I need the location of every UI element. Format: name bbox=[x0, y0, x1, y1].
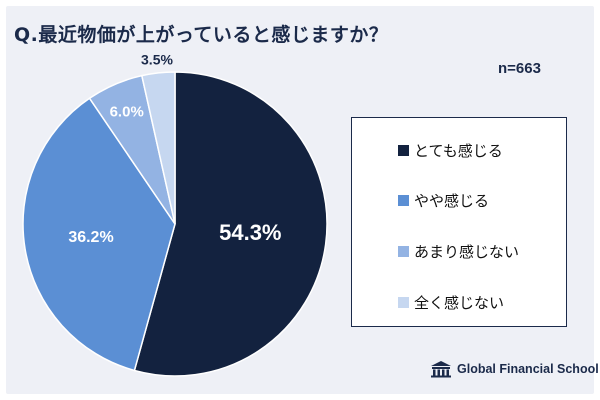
school-building-icon bbox=[431, 361, 451, 378]
pie-slice-2 bbox=[22, 97, 176, 372]
legend: とても感じる やや感じる あまり感じない 全く感じない bbox=[351, 117, 567, 327]
brand-logo: Global Financial School bbox=[430, 360, 599, 378]
legend-item-2: やや感じる bbox=[398, 190, 489, 211]
pie-slice-label-2: 36.2% bbox=[68, 229, 113, 246]
legend-swatch-3 bbox=[398, 246, 409, 257]
legend-label-4: 全く感じない bbox=[414, 294, 505, 312]
pie-slice-1 bbox=[133, 71, 328, 377]
legend-label-2: やや感じる bbox=[414, 192, 490, 210]
legend-label-3: あまり感じない bbox=[414, 243, 520, 261]
pie-slice-label-3: 6.0% bbox=[110, 103, 144, 120]
pie-slice-label-1: 54.3% bbox=[219, 220, 281, 245]
pie-slice-label-4: 3.5% bbox=[141, 52, 173, 68]
pie-slice-4 bbox=[140, 71, 176, 225]
legend-item-3: あまり感じない bbox=[398, 241, 519, 262]
legend-item-4: 全く感じない bbox=[398, 292, 504, 313]
legend-item-1: とても感じる bbox=[398, 140, 503, 161]
brand-name: Global Financial School bbox=[457, 362, 599, 376]
legend-label-1: とても感じる bbox=[414, 142, 503, 160]
chart-title: Q.最近物価が上がっていると感じますか？ bbox=[14, 24, 389, 46]
legend-swatch-1 bbox=[398, 145, 409, 156]
sample-size-label: n=663 bbox=[498, 60, 541, 77]
legend-swatch-4 bbox=[398, 297, 409, 308]
legend-swatch-2 bbox=[398, 195, 409, 206]
